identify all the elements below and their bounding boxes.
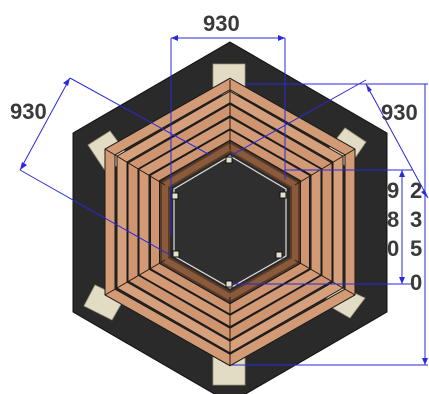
dimension-top — [170, 35, 286, 235]
dim-text-top: 930 — [203, 11, 240, 36]
dim-digit-col1-1: 9 — [387, 178, 399, 203]
dim-vertical-col2: 2 3 5 0 — [410, 178, 422, 295]
dim-text-right: 930 — [381, 100, 418, 125]
dim-digit-col2-2: 3 — [410, 207, 422, 232]
dim-digit-col2-1: 2 — [410, 178, 422, 203]
inner-posts — [171, 156, 287, 288]
dim-text-left: 930 — [10, 99, 47, 124]
dimension-vertical-outer — [232, 83, 428, 366]
dim-digit-col1-3: 0 — [387, 236, 399, 261]
dim-vertical-col1: 9 8 0 — [387, 178, 399, 261]
slat-seams — [104, 80, 356, 365]
dim-digit-col2-3: 5 — [410, 236, 422, 261]
dimension-left — [19, 77, 211, 256]
dim-digit-col2-4: 0 — [410, 270, 422, 295]
dim-digit-col1-2: 8 — [387, 207, 399, 232]
inner-well — [173, 155, 287, 289]
dimension-vertical-inner — [232, 169, 412, 285]
